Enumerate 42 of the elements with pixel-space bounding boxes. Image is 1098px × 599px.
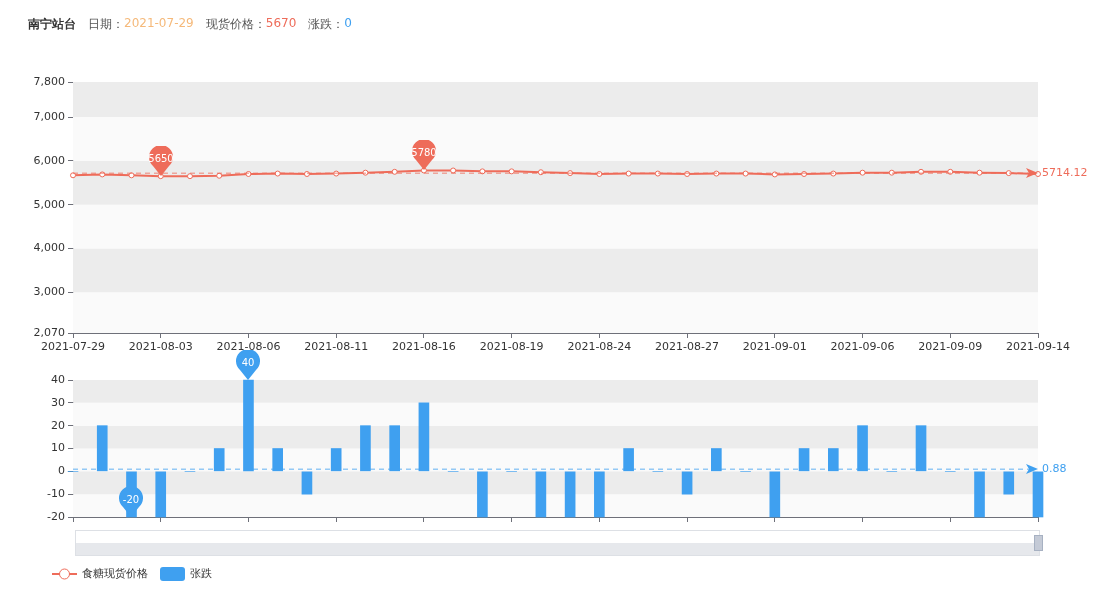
x-tick-label: 2021-08-27 bbox=[655, 340, 720, 354]
y-tick-label: 5,000 bbox=[33, 197, 65, 211]
text: 现货价格： bbox=[205, 16, 266, 33]
ref-line-label: 0.88 bbox=[1042, 462, 1067, 476]
pin-icon: 5780 bbox=[411, 140, 436, 171]
y-tick-label: 4,000 bbox=[33, 241, 65, 255]
text: 0 bbox=[344, 16, 352, 32]
x-tick-label: 2021-09-09 bbox=[918, 340, 983, 354]
annotation: 40 bbox=[242, 357, 255, 368]
y-tick-label: 6,000 bbox=[33, 153, 65, 167]
x-tick-label: 2021-09-14 bbox=[1006, 340, 1070, 354]
y-tick-label: 40 bbox=[51, 372, 65, 386]
chart-title: 南宁站台 bbox=[28, 16, 76, 33]
x-tick-label: 2021-08-24 bbox=[567, 340, 632, 354]
legend-label: 张跌 bbox=[190, 566, 212, 581]
y-tick-label: 7,800 bbox=[33, 74, 65, 88]
y-tick-label: 20 bbox=[51, 418, 65, 432]
y-tick-label: 2,070 bbox=[33, 325, 65, 339]
y-tick-label: -10 bbox=[47, 487, 65, 501]
y-tick-label: 0 bbox=[58, 464, 65, 478]
y-tick-label: 30 bbox=[51, 395, 65, 409]
x-tick-label: 2021-09-01 bbox=[742, 340, 807, 354]
text: 涨跌： bbox=[308, 16, 345, 33]
pin-icon: 5650 bbox=[148, 146, 173, 177]
x-tick-label: 2021-08-19 bbox=[479, 340, 544, 354]
x-tick-label: 2021-08-16 bbox=[391, 340, 456, 354]
y-tick-label: -20 bbox=[47, 509, 65, 523]
x-tick-label: 2021-08-11 bbox=[304, 340, 369, 354]
y-tick-label: 7,000 bbox=[33, 109, 65, 123]
legend-label: 食糖现货价格 bbox=[82, 566, 148, 581]
annotation: 5780 bbox=[411, 147, 437, 159]
x-tick-label: 2021-07-29 bbox=[41, 340, 105, 354]
ref-line-label: 5714.12 bbox=[1042, 166, 1088, 180]
pin-icon: 40 bbox=[236, 350, 261, 380]
y-tick-label: 3,000 bbox=[33, 285, 65, 299]
x-tick-label: 2021-08-03 bbox=[128, 340, 193, 354]
text: 日期： bbox=[88, 16, 124, 33]
x-tick-label: 2021-09-06 bbox=[830, 340, 895, 354]
annotation: 5650 bbox=[147, 153, 174, 165]
y-tick-label: 10 bbox=[51, 441, 65, 455]
text: 5670 bbox=[265, 16, 297, 32]
text: 2021-07-29 bbox=[124, 16, 194, 32]
